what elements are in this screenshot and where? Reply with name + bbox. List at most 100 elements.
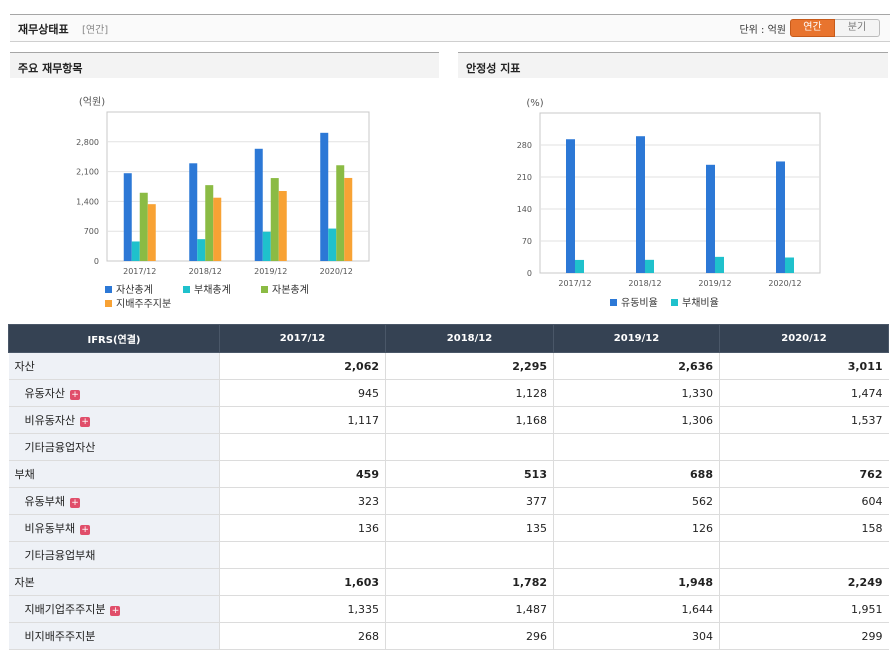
row-label-text: 비유동자산 [24,414,76,427]
row-value: 1,487 [385,595,554,623]
page-title: 재무상태표 [18,23,69,36]
y-tick-label: 0 [94,257,99,266]
table-row: 부채 459 513 688 762 [8,460,889,488]
legend-label: 자본총계 [272,284,309,296]
expand-plus-icon[interactable]: + [69,390,80,400]
row-value: 135 [385,514,554,542]
annual-button[interactable]: 연간 [790,19,835,37]
bar-유동비율 [776,161,785,273]
bar-유동비율 [566,139,575,273]
y-tick-label: 2,100 [76,168,99,177]
expand-plus-icon[interactable]: + [110,606,121,616]
bar-자산총계 [189,163,198,261]
row-value: 459 [219,460,386,488]
bar-자본총계 [205,185,214,261]
table-header-2017: 2017/12 [219,324,386,353]
row-label-text: 유동부채 [24,495,65,508]
row-value [553,433,720,461]
row-value: 1,782 [385,568,554,596]
row-value: 299 [719,622,889,650]
expand-plus-icon[interactable]: + [69,498,80,508]
bar-지배주주지분 [147,204,156,261]
bar-자본총계 [336,165,345,261]
row-value: 2,062 [219,352,386,380]
legend-label: 부채총계 [194,284,231,296]
x-tick-label: 2017/12 [123,267,156,276]
table-header-row: IFRS(연결) 2017/12 2018/12 2019/12 2020/12 [8,324,889,353]
expand-plus-icon[interactable]: + [80,417,91,427]
row-label-text: 기타금융업자산 [24,441,96,454]
period-toggle: 연간 분기 [790,19,880,37]
row-label-text: 부채 [14,468,35,481]
table-row: 비유동자산 +1,117 1,168 1,306 1,537 [8,406,889,434]
row-label: 유동부채 + [8,487,220,515]
row-value [553,541,720,569]
quarter-button[interactable]: 분기 [835,19,880,37]
row-label: 비유동부채 + [8,514,220,542]
bar-자산총계 [123,173,132,261]
row-value: 304 [553,622,720,650]
legend-label: 지배주주지분 [116,298,171,310]
table-row: 자산 2,062 2,295 2,636 3,011 [8,352,889,380]
legend-label: 자산총계 [116,284,153,296]
row-value: 126 [553,514,720,542]
statement-header: 재무상태표 [연간] 단위 : 억원 연간 분기 [10,14,890,42]
table-row: 기타금융업자산 [8,433,889,461]
main-items-chart: 0 700 1,400 2,100 2,800 (억원) 2017/12 2018/12 201… [76,96,370,310]
row-label: 자산 [8,352,220,380]
y-tick-label: 280 [517,141,532,150]
bar-부채비율 [715,256,724,273]
table-header-2019: 2019/12 [553,324,720,353]
row-value: 296 [385,622,554,650]
table-row: 유동자산 +945 1,128 1,330 1,474 [8,379,889,407]
y-axis-label: (%) [526,98,543,109]
row-value: 2,249 [719,568,889,596]
row-value [385,433,554,461]
legend-swatch [105,300,112,307]
bar-부채비율 [645,259,654,273]
row-value: 1,117 [219,406,386,434]
row-label: 기타금융업자산 [8,433,220,461]
bar-지배주주지분 [344,177,353,261]
bar-부채총계 [131,241,140,261]
expand-plus-icon[interactable]: + [80,525,91,535]
stability-panel-title: 안정성 지표 [458,52,888,78]
row-label-text: 자본 [14,576,35,589]
row-label-text: 자산 [14,360,35,373]
row-value: 377 [385,487,554,515]
table-header-2018: 2018/12 [385,324,554,353]
row-value [219,541,386,569]
bar-지배주주지분 [213,197,222,261]
row-label: 지배기업주주지분 + [8,595,220,623]
y-tick-label: 70 [522,237,532,246]
stability-chart: 0 70 140 210 280 (%) 2017/12 2018/12 2019/12 2020… [517,98,821,309]
table-header-label: IFRS(연결) [8,324,220,353]
legend-swatch [183,286,190,293]
row-label-text: 기타금융업부채 [24,549,96,562]
table-row: 기타금융업부채 [8,541,889,569]
row-value [719,433,889,461]
row-value: 688 [553,460,720,488]
balance-sheet-table: IFRS(연결) 2017/12 2018/12 2019/12 2020/12… [8,324,889,650]
row-value: 1,948 [553,568,720,596]
table-header-2020: 2020/12 [719,324,889,353]
y-tick-label: 1,400 [76,197,99,206]
legend-swatch [610,299,617,306]
row-value: 2,636 [553,352,720,380]
legend-swatch [105,286,112,293]
table-row: 비지배주주지분 268 296 304 299 [8,622,889,650]
bar-유동비율 [636,136,645,273]
unit-label: 단위 : 억원 [739,25,786,36]
legend-label: 부채비율 [682,297,719,309]
row-value: 3,011 [719,352,889,380]
row-label: 비유동자산 + [8,406,220,434]
bar-부채총계 [197,239,206,261]
row-label: 기타금융업부채 [8,541,220,569]
plot-area [539,112,821,274]
row-value [219,433,386,461]
row-value: 1,603 [219,568,386,596]
y-tick-label: 2,800 [76,138,99,147]
bar-자본총계 [139,192,148,261]
row-label-text: 비유동부채 [24,522,76,535]
row-value: 1,644 [553,595,720,623]
